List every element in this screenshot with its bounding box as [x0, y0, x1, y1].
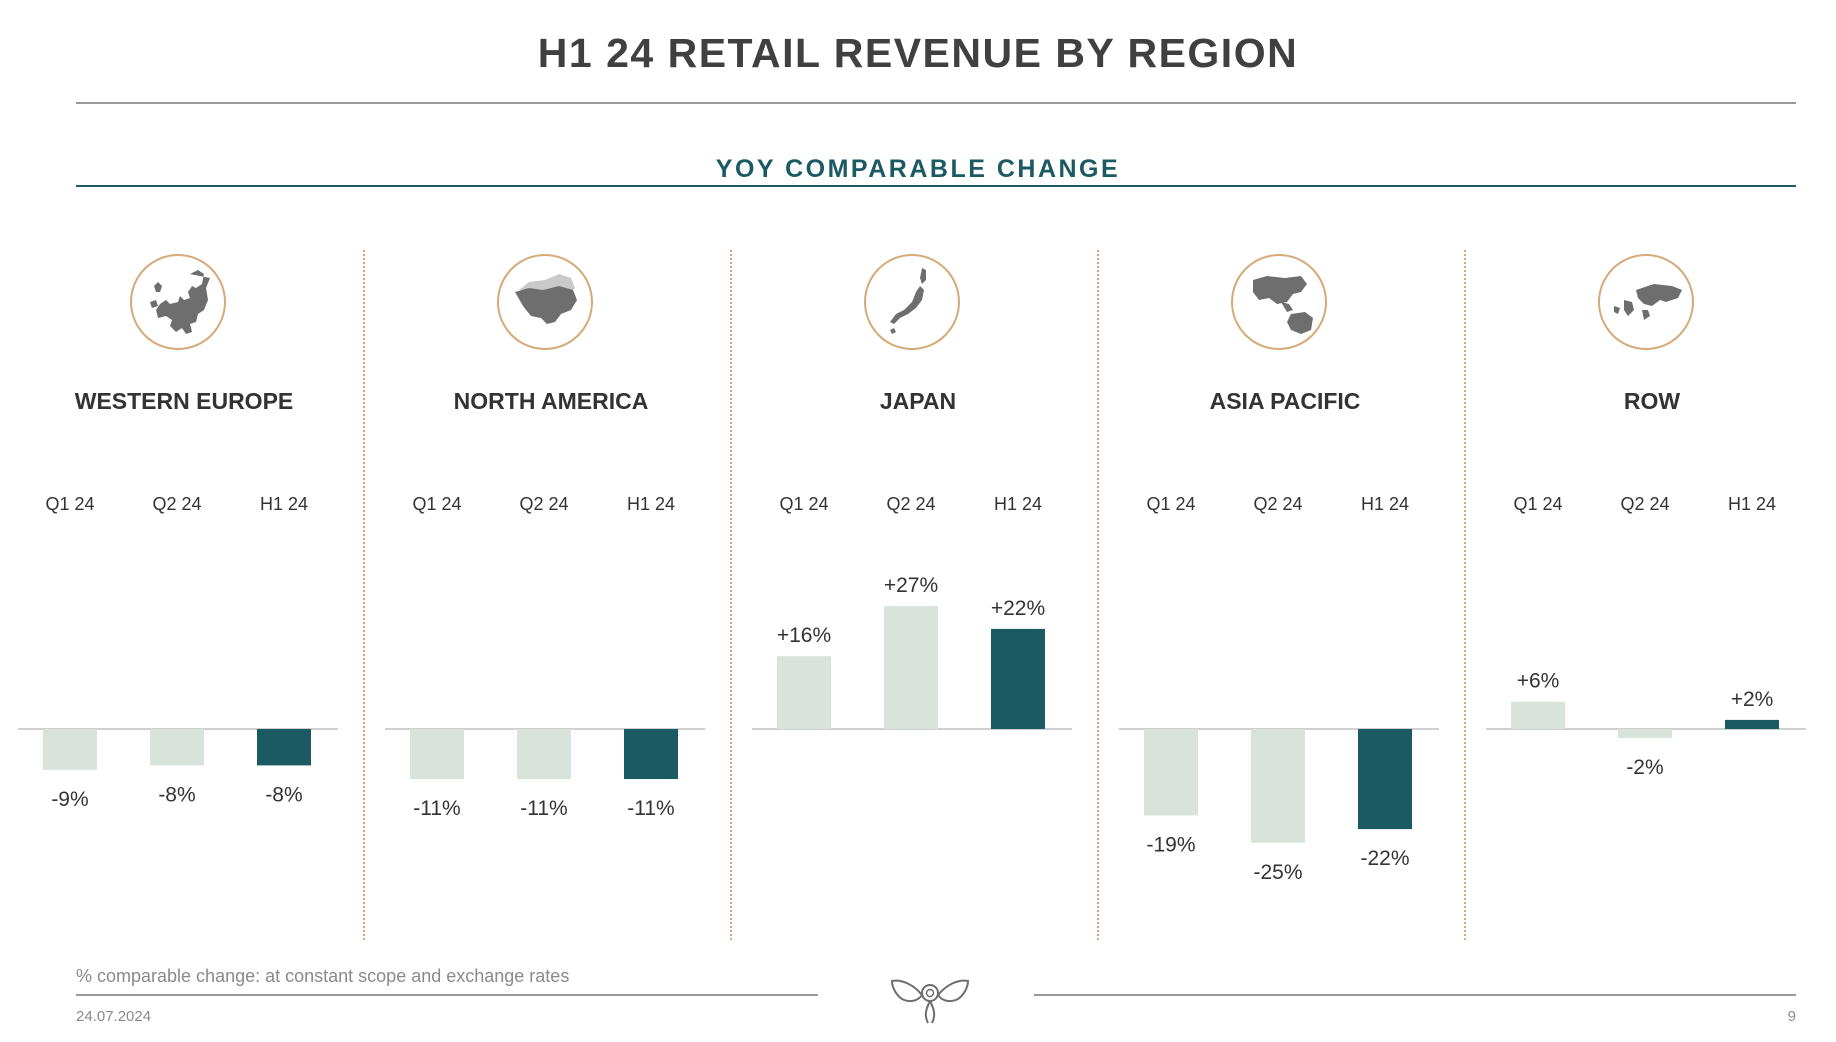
data-label: +27% [884, 574, 938, 597]
region-name-western-europe: WESTERN EUROPE [74, 388, 294, 414]
category-label: Q1 24 [412, 494, 461, 514]
asia-pacific-map-icon [1231, 254, 1327, 350]
bar-q1-24 [1144, 729, 1198, 816]
bar-q1-24 [43, 729, 97, 770]
category-label: H1 24 [1728, 494, 1776, 514]
data-label: -11% [413, 797, 460, 820]
category-label: Q1 24 [45, 494, 94, 514]
category-label: H1 24 [994, 494, 1042, 514]
column-divider [730, 250, 732, 940]
region-name-japan: JAPAN [879, 388, 957, 414]
bar-q1-24 [410, 729, 464, 780]
data-label: -2% [1626, 756, 1663, 779]
data-label: +22% [991, 597, 1045, 620]
bar-q1-24 [777, 656, 831, 729]
category-label: Q1 24 [1513, 494, 1562, 514]
region-name-north-america: NORTH AMERICA [453, 388, 649, 414]
bar-q1-24 [1511, 701, 1565, 729]
data-label: -25% [1253, 861, 1302, 884]
data-label: -11% [627, 797, 674, 820]
page-number: 9 [1787, 1008, 1796, 1025]
bar-h1-24 [257, 729, 311, 766]
bar-q2-24 [1618, 729, 1672, 739]
category-label: Q1 24 [1146, 494, 1195, 514]
region-name-asia-pacific: ASIA PACIFIC [1209, 388, 1361, 414]
footnote: % comparable change: at constant scope a… [76, 966, 570, 986]
date: 24.07.2024 [76, 1008, 152, 1025]
column-divider [363, 250, 365, 940]
data-label: -8% [265, 783, 302, 806]
category-label: H1 24 [627, 494, 675, 514]
category-label: Q2 24 [1253, 494, 1302, 514]
category-label: Q2 24 [519, 494, 568, 514]
data-label: -9% [51, 788, 88, 811]
bar-q2-24 [517, 729, 571, 780]
bar-h1-24 [1358, 729, 1412, 830]
data-label: +16% [777, 624, 831, 647]
category-label: Q2 24 [886, 494, 935, 514]
bar-q2-24 [884, 606, 938, 729]
region-name-row: ROW [1623, 388, 1681, 414]
data-label: -19% [1146, 833, 1195, 856]
data-label: -11% [520, 797, 567, 820]
world-map-icon [1598, 254, 1694, 350]
data-label: +2% [1731, 688, 1774, 711]
column-divider [1097, 250, 1099, 940]
footer-rule-left [76, 994, 818, 996]
page-title: H1 24 RETAIL REVENUE BY REGION [537, 30, 1299, 76]
column-divider [1464, 250, 1466, 940]
europe-map-icon [130, 254, 226, 350]
bar-h1-24 [991, 628, 1045, 729]
category-label: H1 24 [260, 494, 308, 514]
data-label: +6% [1517, 670, 1560, 693]
footer-rule-right [1034, 994, 1796, 996]
north-america-map-icon [497, 254, 593, 350]
section-divider [76, 185, 1796, 187]
category-label: Q2 24 [1620, 494, 1669, 514]
bar-h1-24 [624, 729, 678, 780]
bar-h1-24 [1725, 719, 1779, 729]
section-title: YOY COMPARABLE CHANGE [715, 155, 1121, 183]
bar-q2-24 [150, 729, 204, 766]
category-label: H1 24 [1361, 494, 1409, 514]
category-label: Q2 24 [152, 494, 201, 514]
data-label: -22% [1360, 847, 1409, 870]
title-divider [76, 102, 1796, 104]
category-label: Q1 24 [779, 494, 828, 514]
japan-map-icon [864, 254, 960, 350]
bar-q2-24 [1251, 729, 1305, 843]
data-label: -8% [158, 783, 195, 806]
brand-logo [890, 979, 970, 1024]
